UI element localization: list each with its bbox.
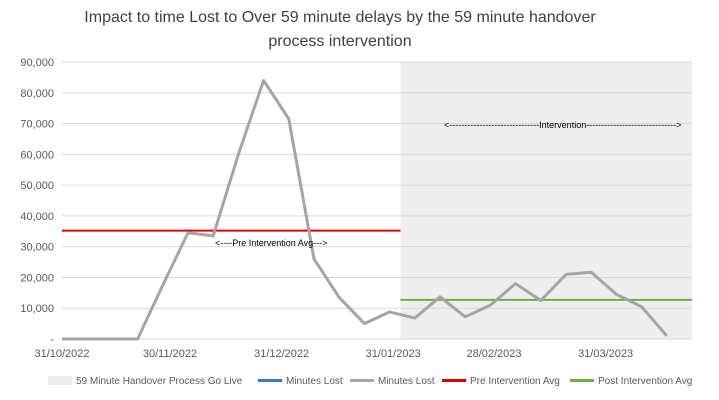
y-tick-label: 70,000: [20, 119, 54, 131]
y-tick-label: 20,000: [20, 272, 54, 284]
legend-label: Minutes Lost: [378, 376, 435, 387]
y-tick-label: 30,000: [20, 242, 54, 254]
chart-title-line-2: process intervention: [268, 33, 412, 50]
y-tick-label: 80,000: [20, 88, 54, 100]
y-tick-label: 60,000: [20, 149, 54, 161]
legend-label: Minutes Lost: [286, 376, 343, 387]
x-tick-label: 31/01/2023: [366, 348, 421, 360]
chart-title-line-1: Impact to time Lost to Over 59 minute de…: [84, 9, 596, 26]
annotation-pre-intervention-avg: <----Pre Intervention Avg--->: [215, 238, 327, 248]
x-tick-label: 30/11/2022: [143, 348, 197, 360]
x-tick-label: 31/12/2022: [254, 348, 309, 360]
y-tick-label: 40,000: [20, 211, 54, 223]
intervention-band: [400, 62, 692, 339]
legend-swatch: [48, 376, 72, 385]
y-tick-label: 50,000: [20, 180, 54, 192]
annotation-intervention: <------------------------------Intervent…: [444, 120, 681, 130]
x-tick-label: 31/10/2022: [34, 348, 89, 360]
series-line-minutes-lost: [62, 79, 668, 341]
x-tick-label: 31/03/2023: [578, 348, 633, 360]
x-tick-label: 28/02/2023: [466, 348, 521, 360]
y-tick-label: -: [50, 334, 54, 346]
y-tick-label: 10,000: [20, 303, 54, 315]
y-tick-label: 90,000: [20, 57, 54, 69]
legend-label: Pre Intervention Avg: [470, 376, 560, 387]
chart-title: Impact to time Lost to Over 59 minute de…: [0, 6, 680, 54]
legend-label: 59 Minute Handover Process Go Live: [76, 376, 243, 387]
legend-label: Post Intervention Avg: [598, 376, 692, 387]
